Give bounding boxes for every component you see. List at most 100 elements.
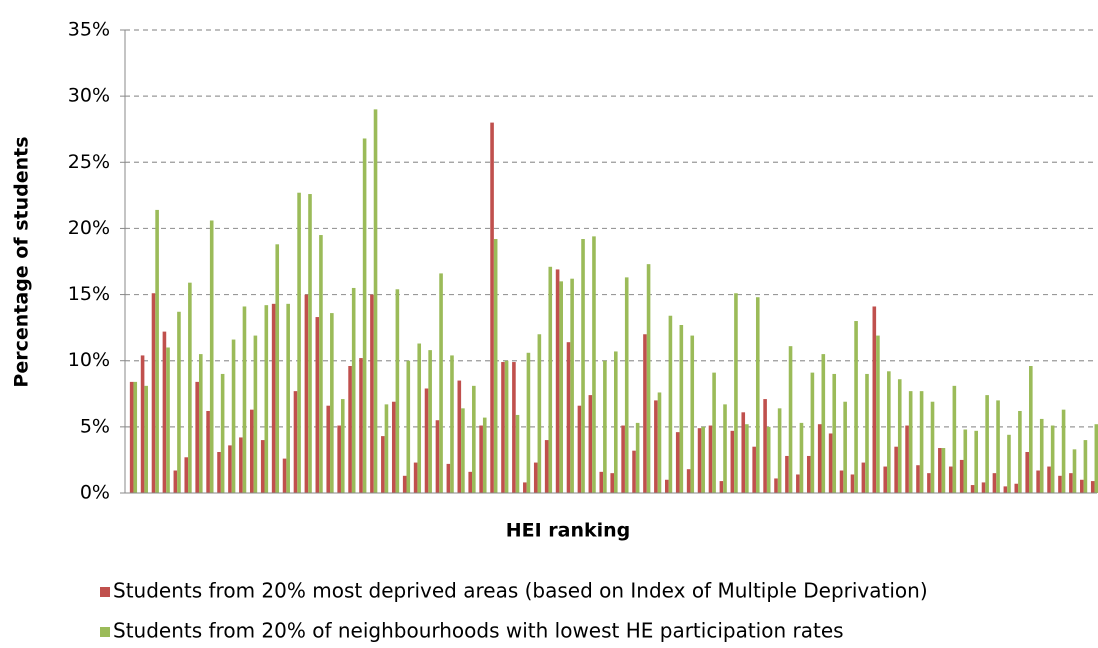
- bar: [712, 372, 716, 493]
- bar: [450, 355, 454, 493]
- y-tick-label: 35%: [68, 19, 110, 41]
- bar: [570, 278, 574, 493]
- bar: [577, 405, 582, 493]
- bar: [799, 422, 804, 493]
- bar: [133, 381, 138, 493]
- bar: [293, 391, 298, 493]
- bar: [231, 339, 236, 493]
- bar: [887, 371, 891, 493]
- bar: [588, 395, 593, 493]
- bar: [1094, 424, 1098, 493]
- bar: [592, 236, 596, 493]
- bar: [745, 424, 749, 493]
- bar: [249, 409, 254, 493]
- bar: [533, 462, 538, 493]
- bar: [166, 347, 170, 493]
- bar: [974, 430, 979, 493]
- bar: [468, 471, 473, 493]
- bar: [701, 426, 705, 493]
- bar: [788, 346, 793, 493]
- legend-swatch: [100, 587, 110, 597]
- y-tick-label: 30%: [68, 85, 110, 107]
- bar: [817, 424, 822, 493]
- bar: [632, 450, 636, 493]
- bar: [319, 235, 323, 494]
- bar: [1080, 479, 1084, 493]
- bar: [723, 404, 727, 493]
- y-tick-label: 25%: [68, 151, 110, 173]
- bar: [621, 425, 625, 493]
- bar: [894, 446, 898, 493]
- bar: [348, 366, 352, 493]
- bar: [206, 410, 210, 493]
- bar: [959, 459, 964, 493]
- bar: [675, 432, 680, 493]
- bar: [679, 324, 684, 493]
- bar: [1083, 440, 1088, 493]
- bar: [1007, 434, 1011, 493]
- bar: [985, 395, 989, 493]
- bar: [766, 426, 771, 493]
- bar: [752, 446, 756, 493]
- bar: [515, 414, 520, 493]
- bar: [905, 425, 909, 493]
- x-axis-label: HEI ranking: [506, 520, 631, 542]
- bar: [843, 401, 847, 493]
- bar: [155, 209, 159, 493]
- bar: [730, 430, 735, 493]
- bar: [264, 305, 269, 493]
- bar: [297, 192, 301, 493]
- bar: [916, 465, 920, 493]
- bar: [810, 372, 815, 493]
- bar: [340, 399, 345, 493]
- bar: [351, 287, 356, 493]
- bar: [1029, 366, 1033, 493]
- bar: [457, 380, 462, 493]
- bar: [657, 392, 662, 493]
- bar: [537, 334, 542, 493]
- bar: [1069, 473, 1073, 493]
- bar: [806, 455, 811, 493]
- y-tick-label: 5%: [80, 415, 110, 437]
- bar: [359, 358, 363, 493]
- bar: [417, 343, 422, 493]
- bar: [512, 362, 516, 493]
- bar: [668, 315, 673, 493]
- bar: [173, 470, 178, 493]
- bar: [708, 425, 713, 493]
- bar: [304, 294, 309, 493]
- bar: [308, 194, 312, 493]
- bar: [646, 264, 651, 493]
- bar: [614, 351, 618, 493]
- bar: [697, 428, 702, 493]
- bar: [1014, 483, 1019, 493]
- bar: [239, 437, 243, 493]
- bar: [861, 462, 866, 493]
- bar: [337, 425, 341, 493]
- legend-label: Students from 20% of neighbourhoods with…: [113, 619, 844, 643]
- bar: [370, 294, 374, 493]
- y-tick-label: 20%: [68, 217, 110, 239]
- bar: [395, 289, 400, 493]
- bar: [428, 350, 432, 493]
- bar: [865, 373, 869, 493]
- bar: [177, 311, 181, 493]
- bar: [184, 457, 189, 493]
- bar: [544, 440, 549, 493]
- bar: [719, 481, 724, 493]
- bar: [140, 355, 145, 493]
- bar: [523, 482, 527, 493]
- bar: [413, 462, 418, 493]
- bar: [872, 306, 877, 493]
- bar: [220, 373, 225, 493]
- bar: [938, 448, 942, 493]
- bar: [362, 138, 367, 493]
- bar: [992, 473, 997, 493]
- bar: [326, 405, 331, 493]
- bar: [446, 463, 451, 493]
- bar: [559, 281, 563, 493]
- bar: [490, 122, 494, 493]
- legend-swatch: [100, 627, 110, 637]
- bar: [876, 335, 880, 493]
